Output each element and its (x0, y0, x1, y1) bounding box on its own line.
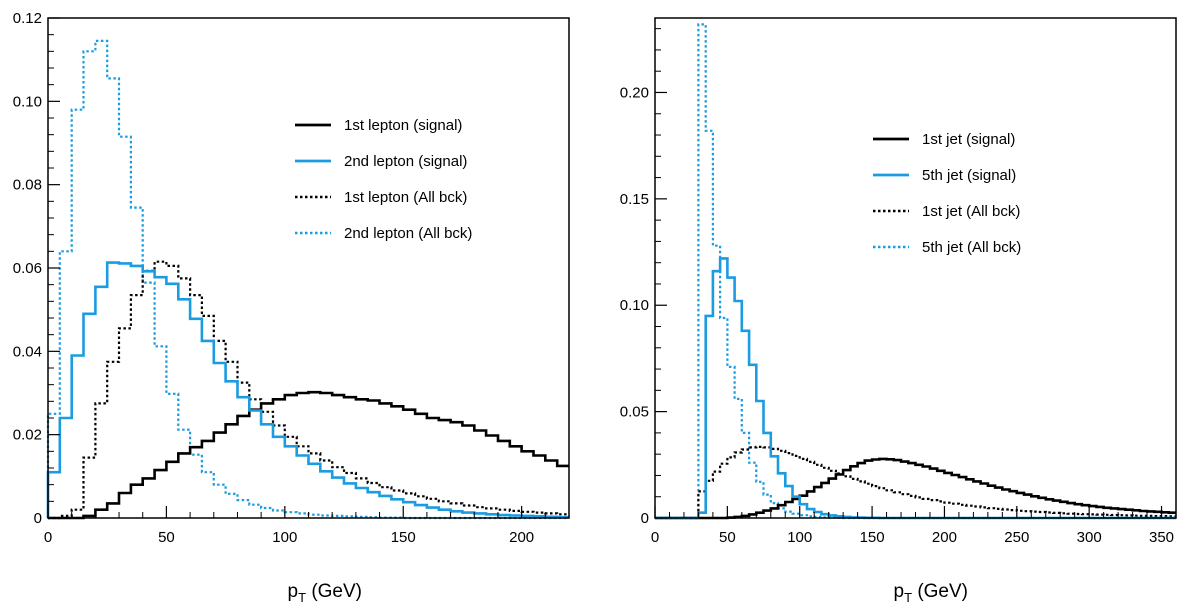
right-y-tick-label: 0.20 (620, 84, 649, 101)
right-plot-frame (654, 17, 1177, 519)
right-series-5th-jet-signal (655, 257, 1176, 520)
right-series-5th-jet-all-bck (655, 23, 1176, 520)
right-x-tick-label: 50 (719, 529, 736, 546)
left-x-axis-title: pT (GeV) (288, 581, 362, 605)
left-x-axis-title-sub: T (298, 590, 306, 605)
right-series-1st-jet-all-bck (655, 445, 1176, 520)
left-x-tick-label: 50 (158, 529, 175, 546)
left-x-tick-label: 150 (391, 529, 416, 546)
left-x-ticks: 0 50 100 150 200 (44, 506, 546, 546)
right-x-axis-title-suffix: (GeV) (912, 581, 968, 602)
left-x-tick-label: 0 (44, 529, 52, 546)
right-series-1st-jet-signal (655, 457, 1176, 520)
right-x-axis-title: pT (GeV) (894, 581, 968, 605)
right-y-ticks: 0 0.05 0.10 0.15 0.20 (620, 28, 667, 527)
right-x-tick-label: 250 (1004, 529, 1029, 546)
left-series-1st-lepton-signal (48, 390, 569, 520)
left-chart-panel: 0 0.02 0.04 0.06 0.08 0.10 0.12 0 50 100 150 200 1… (13, 10, 570, 605)
right-x-tick-label: 300 (1077, 529, 1102, 546)
right-legend: 1st jet (signal) 5th jet (signal) 1st jet … (873, 131, 1021, 256)
left-legend-label: 2nd lepton (signal) (344, 153, 467, 170)
right-x-tick-label: 100 (787, 529, 812, 546)
left-legend-label: 2nd lepton (All bck) (344, 225, 472, 242)
right-x-tick-label: 350 (1149, 529, 1174, 546)
left-legend: 1st lepton (signal) 2nd lepton (signal) 1s… (295, 117, 472, 242)
left-y-tick-label: 0 (34, 510, 42, 527)
left-y-tick-label: 0.04 (13, 343, 42, 360)
left-legend-label: 1st lepton (signal) (344, 117, 462, 134)
right-y-tick-label: 0.05 (620, 404, 649, 421)
left-x-tick-label: 100 (272, 529, 297, 546)
right-x-tick-label: 150 (860, 529, 885, 546)
left-plot-frame (47, 17, 570, 519)
right-legend-label: 1st jet (All bck) (922, 203, 1020, 220)
left-x-tick-label: 200 (509, 529, 534, 546)
left-series-1st-lepton-all-bck (48, 260, 569, 520)
right-legend-label: 5th jet (All bck) (922, 239, 1021, 256)
left-y-tick-label: 0.08 (13, 177, 42, 194)
left-y-ticks: 0 0.02 0.04 0.06 0.08 0.10 0.12 (13, 10, 60, 527)
right-legend-label: 1st jet (signal) (922, 131, 1015, 148)
right-chart-panel: 00.050.100.150.20 0 50 100 150 200 250 300 350 … (620, 17, 1177, 605)
left-x-axis-title-suffix: (GeV) (306, 581, 362, 602)
left-y-tick-label: 0.02 (13, 427, 42, 444)
right-x-tick-label: 200 (932, 529, 957, 546)
right-x-tick-label: 0 (651, 529, 659, 546)
right-x-ticks: 0 50 100 150 200 250 300 350 (651, 506, 1174, 546)
left-series-2nd-lepton-all-bck (46, 39, 569, 520)
right-x-axis-title-sub: T (904, 590, 912, 605)
left-legend-label: 1st lepton (All bck) (344, 189, 467, 206)
right-y-tick-label: 0.15 (620, 191, 649, 208)
left-series-2nd-lepton-signal (46, 261, 569, 519)
left-y-tick-label: 0.06 (13, 260, 42, 277)
left-x-axis-title-main: p (288, 581, 299, 602)
right-legend-label: 5th jet (signal) (922, 167, 1016, 184)
right-x-axis-title-main: p (894, 581, 905, 602)
left-y-tick-label: 0.12 (13, 10, 42, 27)
left-series-group (46, 39, 569, 520)
right-series-group (655, 23, 1176, 520)
right-y-tick-label: 0 (641, 510, 649, 527)
right-y-tick-label: 0.10 (620, 297, 649, 314)
left-y-tick-label: 0.10 (13, 93, 42, 110)
